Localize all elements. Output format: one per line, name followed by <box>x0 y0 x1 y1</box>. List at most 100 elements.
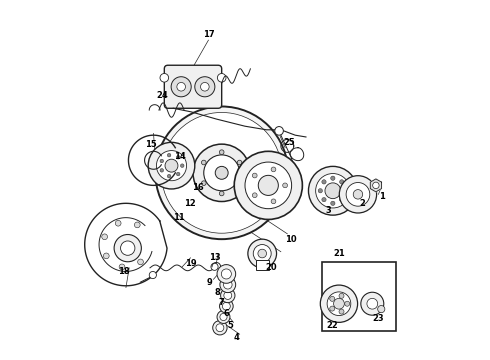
Circle shape <box>220 191 224 196</box>
Circle shape <box>180 164 184 167</box>
Circle shape <box>330 306 335 311</box>
Circle shape <box>327 292 351 316</box>
Circle shape <box>245 162 292 209</box>
Text: 6: 6 <box>223 309 229 318</box>
Text: 4: 4 <box>233 333 239 342</box>
Circle shape <box>224 292 232 300</box>
Circle shape <box>330 296 335 301</box>
Polygon shape <box>370 179 382 192</box>
Circle shape <box>213 320 227 335</box>
Circle shape <box>148 142 195 189</box>
Circle shape <box>115 220 121 226</box>
Circle shape <box>160 159 164 163</box>
Circle shape <box>156 150 187 181</box>
Circle shape <box>309 166 357 215</box>
Text: 1: 1 <box>379 192 385 201</box>
Circle shape <box>176 156 180 159</box>
Circle shape <box>373 182 379 189</box>
Text: 17: 17 <box>202 30 214 39</box>
Circle shape <box>346 183 370 206</box>
Bar <box>256 260 269 270</box>
Circle shape <box>234 151 302 220</box>
Circle shape <box>201 160 206 165</box>
FancyBboxPatch shape <box>164 65 221 108</box>
Circle shape <box>322 198 326 202</box>
Text: 23: 23 <box>372 314 384 323</box>
Circle shape <box>215 166 228 179</box>
Text: 11: 11 <box>173 213 185 222</box>
Circle shape <box>220 150 224 154</box>
Circle shape <box>252 193 257 198</box>
Circle shape <box>176 172 180 176</box>
Circle shape <box>353 190 363 199</box>
Circle shape <box>167 153 171 157</box>
Text: 7: 7 <box>219 298 224 307</box>
Text: 5: 5 <box>227 321 233 330</box>
Circle shape <box>237 181 242 185</box>
Circle shape <box>155 107 288 239</box>
Circle shape <box>367 298 378 309</box>
Circle shape <box>193 144 250 202</box>
Circle shape <box>160 168 164 172</box>
Circle shape <box>340 198 344 202</box>
Circle shape <box>252 173 257 178</box>
Polygon shape <box>85 203 167 286</box>
Circle shape <box>248 239 276 268</box>
Text: 22: 22 <box>326 321 338 330</box>
Circle shape <box>340 180 344 184</box>
Circle shape <box>103 253 109 259</box>
Text: 8: 8 <box>214 288 220 297</box>
Text: 19: 19 <box>185 259 196 268</box>
Circle shape <box>201 181 206 185</box>
Circle shape <box>167 174 171 178</box>
Circle shape <box>275 127 283 135</box>
Text: 16: 16 <box>192 183 203 192</box>
Circle shape <box>211 263 218 270</box>
Circle shape <box>320 285 358 322</box>
Circle shape <box>121 241 135 255</box>
Circle shape <box>200 82 209 91</box>
Circle shape <box>316 174 350 208</box>
Circle shape <box>149 271 156 279</box>
Circle shape <box>171 77 191 97</box>
Circle shape <box>322 180 326 184</box>
Circle shape <box>283 183 288 188</box>
Text: 3: 3 <box>325 206 331 215</box>
Text: 12: 12 <box>184 199 196 208</box>
Circle shape <box>258 175 278 195</box>
Circle shape <box>160 73 169 82</box>
Text: 10: 10 <box>285 235 297 244</box>
Text: 24: 24 <box>156 91 168 100</box>
Circle shape <box>334 298 344 309</box>
Text: 2: 2 <box>360 199 366 208</box>
Circle shape <box>204 155 240 191</box>
Circle shape <box>331 176 335 180</box>
Circle shape <box>220 288 235 303</box>
Circle shape <box>339 293 344 298</box>
Text: 18: 18 <box>118 267 129 276</box>
Circle shape <box>217 311 230 323</box>
Circle shape <box>217 265 236 283</box>
Text: 13: 13 <box>209 253 221 262</box>
Bar <box>322 262 395 330</box>
Text: 15: 15 <box>145 140 157 149</box>
Circle shape <box>177 82 186 91</box>
Circle shape <box>237 160 242 165</box>
Circle shape <box>331 201 335 206</box>
Circle shape <box>161 112 282 233</box>
Circle shape <box>216 324 224 332</box>
Circle shape <box>119 264 125 270</box>
Circle shape <box>271 199 276 204</box>
Circle shape <box>378 306 385 313</box>
Circle shape <box>138 259 144 265</box>
Circle shape <box>253 244 271 262</box>
Circle shape <box>339 309 344 314</box>
Circle shape <box>220 277 236 293</box>
Circle shape <box>258 249 267 258</box>
Circle shape <box>102 234 107 240</box>
Circle shape <box>223 280 232 289</box>
Circle shape <box>361 292 384 315</box>
Circle shape <box>318 189 322 193</box>
Circle shape <box>218 73 226 82</box>
Circle shape <box>220 300 233 313</box>
